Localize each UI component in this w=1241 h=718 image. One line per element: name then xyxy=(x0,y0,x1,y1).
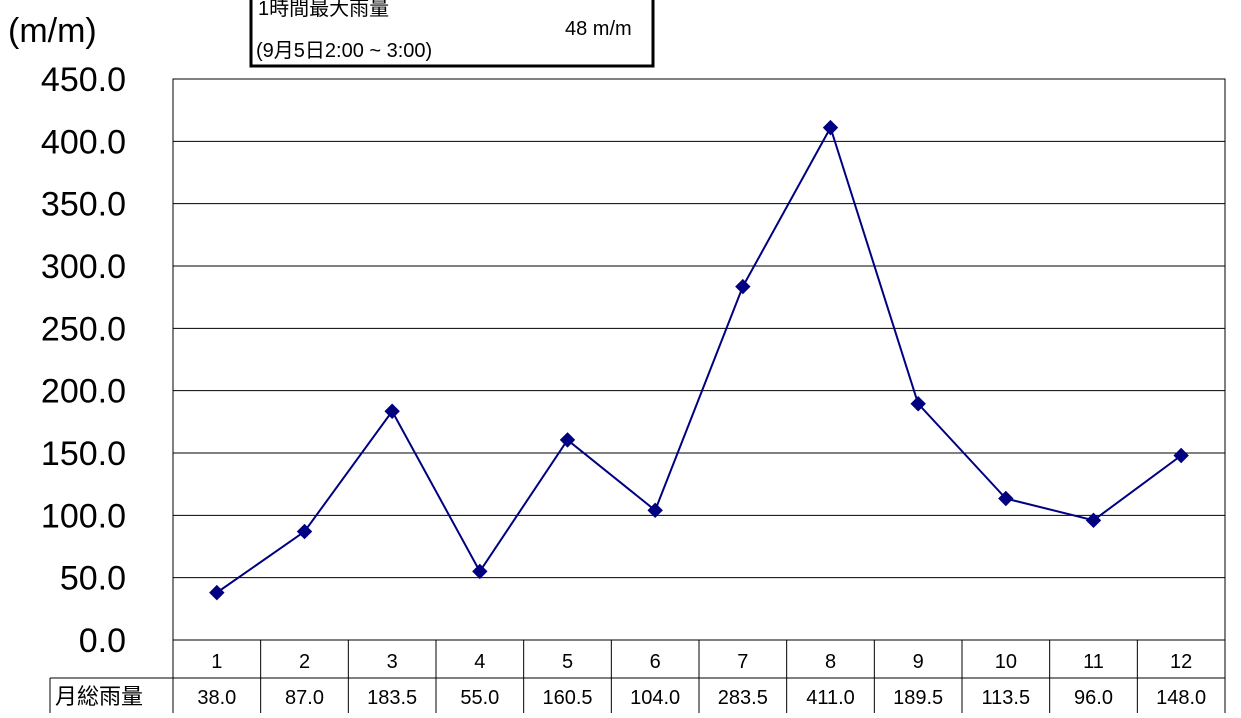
table-cell-value: 104.0 xyxy=(630,687,680,709)
x-tick-label: 7 xyxy=(737,651,748,673)
y-tick-label: 200.0 xyxy=(41,373,126,411)
data-point-marker xyxy=(647,502,663,519)
annotation-title: 1時間最大雨量 xyxy=(258,0,389,20)
table-cell-value: 160.5 xyxy=(542,687,592,709)
max-rainfall-annotation-box: 1時間最大雨量 (9月5日2:00 ~ 3:00) 48 m/m xyxy=(249,0,655,68)
data-point-marker xyxy=(910,396,926,412)
y-tick-label: 350.0 xyxy=(41,186,126,224)
y-tick-label: 300.0 xyxy=(41,248,126,286)
y-tick-label: 150.0 xyxy=(41,435,126,473)
data-point-marker xyxy=(209,584,225,601)
annotation-value: 48 m/m xyxy=(565,18,632,40)
annotation-frame xyxy=(249,0,655,68)
annotation-period: (9月5日2:00 ~ 3:00) xyxy=(256,40,432,62)
table-cell-value: 38.0 xyxy=(197,687,236,709)
x-tick-label: 9 xyxy=(913,651,924,673)
plot-area xyxy=(172,78,1226,641)
gridlines xyxy=(173,140,1225,579)
data-point-marker xyxy=(1173,447,1189,464)
table-cell-value: 189.5 xyxy=(893,687,943,709)
x-tick-label: 6 xyxy=(650,651,661,673)
data-point-marker xyxy=(822,119,839,136)
table-cell-value: 183.5 xyxy=(367,687,417,709)
y-axis-ticks: 0.0 50.0 100.0 150.0 200.0 250.0 300.0 350.0 400… xyxy=(41,61,126,660)
x-tick-label: 10 xyxy=(995,651,1017,673)
x-tick-label: 4 xyxy=(474,651,485,673)
data-point-marker xyxy=(1085,512,1102,529)
y-tick-label: 0.0 xyxy=(79,622,126,660)
series-markers xyxy=(209,119,1189,601)
series-line xyxy=(216,125,1182,594)
table-cell-value: 283.5 xyxy=(718,687,768,709)
y-tick-label: 100.0 xyxy=(41,497,126,535)
data-point-marker xyxy=(559,432,576,448)
data-point-marker xyxy=(998,490,1014,507)
series-line-path xyxy=(216,125,1182,594)
table-cell-value: 148.0 xyxy=(1156,687,1206,709)
table-cell-value: 87.0 xyxy=(285,687,324,709)
x-tick-label: 11 xyxy=(1083,651,1104,673)
table-row-label: 月総雨量 xyxy=(55,684,143,709)
data-point-marker xyxy=(384,403,400,419)
y-tick-label: 450.0 xyxy=(41,61,126,99)
data-point-marker xyxy=(296,523,313,540)
y-tick-label: 50.0 xyxy=(60,560,126,598)
table-cell-value: 96.0 xyxy=(1074,687,1113,709)
table-cell-value: 113.5 xyxy=(982,687,1031,709)
x-tick-label: 3 xyxy=(387,651,398,673)
data-point-marker xyxy=(472,563,488,580)
x-tick-label: 12 xyxy=(1170,651,1192,673)
x-tick-label: 1 xyxy=(211,651,222,673)
x-tick-label: 2 xyxy=(299,651,310,673)
table-cell-value: 55.0 xyxy=(460,687,499,709)
y-tick-label: 400.0 xyxy=(41,123,126,161)
x-tick-label: 5 xyxy=(562,651,573,673)
plot-border xyxy=(172,78,1226,641)
data-point-marker xyxy=(735,278,751,295)
y-tick-label: 250.0 xyxy=(41,310,126,348)
y-axis-unit-label: (m/m) xyxy=(8,12,97,50)
x-tick-label: 8 xyxy=(825,651,836,673)
table-cell-value: 411.0 xyxy=(806,687,855,709)
